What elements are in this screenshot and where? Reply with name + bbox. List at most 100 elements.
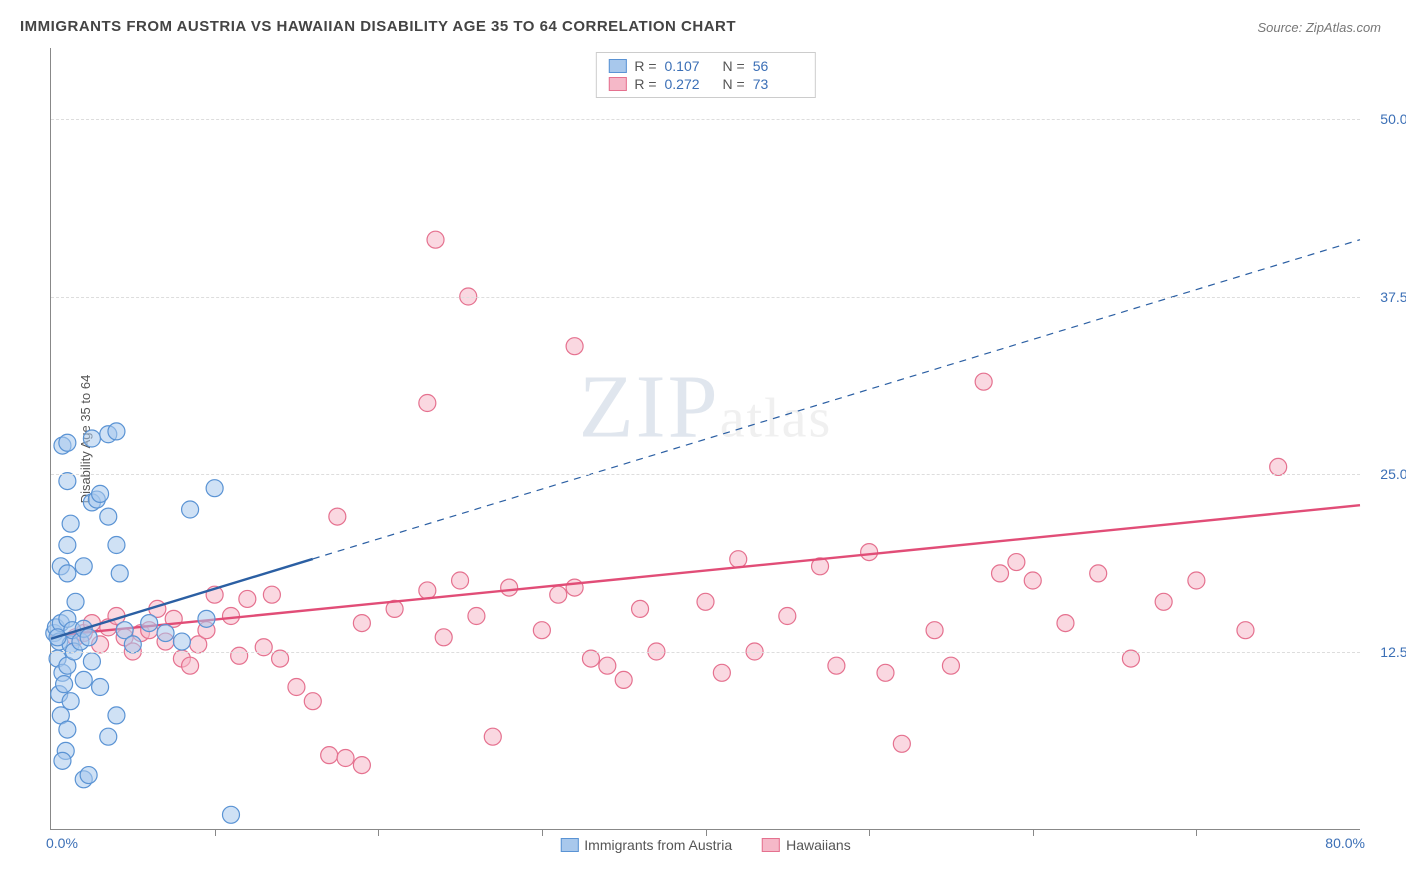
data-point xyxy=(501,579,518,596)
data-point xyxy=(452,572,469,589)
data-point xyxy=(1237,622,1254,639)
data-point xyxy=(59,473,76,490)
x-tick xyxy=(378,829,379,836)
data-point xyxy=(975,373,992,390)
data-point xyxy=(926,622,943,639)
data-point xyxy=(83,653,100,670)
data-point xyxy=(713,664,730,681)
chart-title: IMMIGRANTS FROM AUSTRIA VS HAWAIIAN DISA… xyxy=(20,18,736,35)
data-point xyxy=(173,633,190,650)
data-point xyxy=(92,679,109,696)
y-tick-label: 12.5% xyxy=(1380,644,1406,660)
y-tick-label: 37.5% xyxy=(1380,289,1406,305)
data-point xyxy=(566,579,583,596)
x-tick xyxy=(869,829,870,836)
data-point xyxy=(304,693,321,710)
data-point xyxy=(231,647,248,664)
data-point xyxy=(337,750,354,767)
source-attribution: Source: ZipAtlas.com xyxy=(1257,20,1381,35)
data-point xyxy=(222,608,239,625)
r1-value: 0.107 xyxy=(665,58,715,74)
data-point xyxy=(1057,615,1074,632)
swatch-series2 xyxy=(608,77,626,91)
data-point xyxy=(468,608,485,625)
data-point xyxy=(1122,650,1139,667)
data-point xyxy=(56,676,73,693)
x-tick xyxy=(1196,829,1197,836)
data-point xyxy=(80,629,97,646)
n2-value: 73 xyxy=(753,76,803,92)
data-point xyxy=(75,671,92,688)
stats-row-2: R = 0.272 N = 73 xyxy=(608,75,802,93)
y-tick-label: 25.0% xyxy=(1380,466,1406,482)
data-point xyxy=(353,757,370,774)
data-point xyxy=(566,338,583,355)
data-point xyxy=(157,625,174,642)
legend-label-2: Hawaiians xyxy=(786,837,851,853)
gridline-h xyxy=(51,119,1360,120)
legend-item-2: Hawaiians xyxy=(762,837,851,853)
data-point xyxy=(75,558,92,575)
data-point xyxy=(80,767,97,784)
data-point xyxy=(239,590,256,607)
x-axis-min: 0.0% xyxy=(46,835,78,851)
data-point xyxy=(697,593,714,610)
trend-line xyxy=(51,505,1360,636)
gridline-h xyxy=(51,652,1360,653)
data-point xyxy=(108,707,125,724)
data-point xyxy=(329,508,346,525)
legend-swatch-1 xyxy=(560,838,578,852)
data-point xyxy=(59,721,76,738)
data-point xyxy=(353,615,370,632)
legend-label-1: Immigrants from Austria xyxy=(584,837,732,853)
data-point xyxy=(288,679,305,696)
data-point xyxy=(263,586,280,603)
data-point xyxy=(206,480,223,497)
data-point xyxy=(321,747,338,764)
chart-svg xyxy=(51,48,1360,829)
data-point xyxy=(54,752,71,769)
data-point xyxy=(272,650,289,667)
data-point xyxy=(1155,593,1172,610)
data-point xyxy=(108,537,125,554)
x-tick xyxy=(542,829,543,836)
x-tick xyxy=(706,829,707,836)
data-point xyxy=(62,515,79,532)
data-point xyxy=(100,508,117,525)
data-point xyxy=(83,430,100,447)
data-point xyxy=(550,586,567,603)
data-point xyxy=(1090,565,1107,582)
data-point xyxy=(111,565,128,582)
data-point xyxy=(427,231,444,248)
data-point xyxy=(893,735,910,752)
data-point xyxy=(992,565,1009,582)
data-point xyxy=(222,806,239,823)
stats-legend: R = 0.107 N = 56 R = 0.272 N = 73 xyxy=(595,52,815,98)
swatch-series1 xyxy=(608,59,626,73)
gridline-h xyxy=(51,297,1360,298)
data-point xyxy=(182,657,199,674)
data-point xyxy=(141,615,158,632)
data-point xyxy=(419,582,436,599)
data-point xyxy=(59,434,76,451)
data-point xyxy=(108,423,125,440)
n2-label: N = xyxy=(723,76,745,92)
data-point xyxy=(67,593,84,610)
r1-label: R = xyxy=(634,58,656,74)
data-point xyxy=(1270,458,1287,475)
n1-label: N = xyxy=(723,58,745,74)
data-point xyxy=(59,565,76,582)
data-point xyxy=(877,664,894,681)
gridline-h xyxy=(51,474,1360,475)
plot-area: Disability Age 35 to 64 ZIPatlas R = 0.1… xyxy=(50,48,1360,830)
x-axis-max: 80.0% xyxy=(1325,835,1365,851)
data-point xyxy=(533,622,550,639)
legend-item-1: Immigrants from Austria xyxy=(560,837,732,853)
data-point xyxy=(1008,554,1025,571)
data-point xyxy=(100,728,117,745)
x-tick xyxy=(1033,829,1034,836)
data-point xyxy=(182,501,199,518)
data-point xyxy=(59,537,76,554)
data-point xyxy=(255,639,272,656)
data-point xyxy=(828,657,845,674)
